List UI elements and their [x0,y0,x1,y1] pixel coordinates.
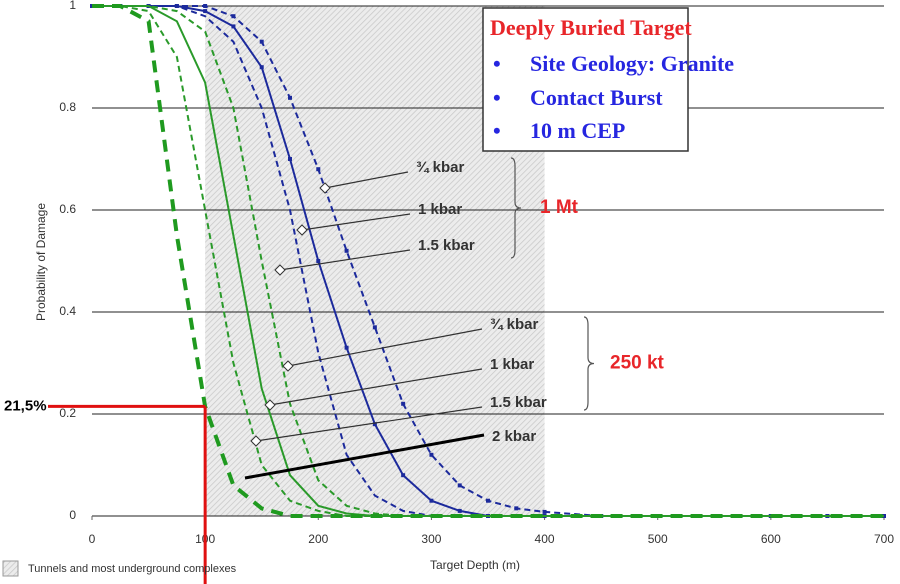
point-marker [316,167,321,172]
pointer-diamond [250,435,262,447]
info-item: Contact Burst [530,85,663,110]
x-tick-label: 0 [89,532,96,546]
point-marker [401,401,406,406]
series-label: 1.5 kbar [418,237,475,254]
group-label: 1 Mt [540,197,579,218]
pointer-diamond [319,182,331,194]
point-marker [203,4,208,8]
point-marker [231,24,236,29]
point-marker [288,95,292,100]
pointer-line [279,249,411,271]
info-bullet: • [493,51,501,76]
pointer-diamond [296,224,308,236]
series-line [92,4,884,518]
point-marker [344,248,349,253]
series-label: ¾ kbar [490,316,539,333]
info-item: 10 m CEP [530,118,625,143]
pointer-diamond [274,264,286,276]
point-marker [542,509,547,514]
y-axis-label: Probability of Damage [34,203,48,321]
reference-label: 21,5% [4,397,47,414]
x-tick-label: 300 [421,532,441,546]
point-marker [457,508,462,513]
point-marker [486,498,490,503]
info-item: Site Geology: Granite [530,51,734,76]
y-tick-label: 1 [69,0,76,12]
series-line [92,5,884,517]
y-tick-label: 0.6 [59,202,76,216]
group-brace [583,316,595,411]
point-marker [514,506,519,511]
x-tick-label: 600 [761,532,781,546]
info-bullet: • [493,85,501,110]
legend-swatch [2,560,19,577]
pointer-line [301,213,411,231]
y-tick-label: 0.4 [59,304,76,318]
point-marker [344,345,349,350]
point-marker [429,498,434,503]
point-marker [401,473,406,478]
point-marker [259,39,264,44]
x-tick-label: 500 [648,532,668,546]
group-brace [510,157,522,259]
x-tick-label: 200 [308,532,328,546]
series-label: 1.5 kbar [490,394,547,411]
x-tick-label: 400 [535,532,555,546]
pointer-line [287,328,483,367]
point-marker [457,483,462,488]
point-marker [288,157,292,161]
x-axis-label: Target Depth (m) [430,558,520,572]
pointer-diamond [282,360,294,372]
point-marker [203,9,208,14]
series-label: 1 kbar [490,356,534,373]
info-box [482,7,689,152]
series-label: ¾ kbar [416,159,465,176]
pointer-line [324,171,409,189]
pointer-diamond [264,399,276,411]
series-label: 1 kbar [418,201,462,218]
legend-label: Tunnels and most underground complexes [28,563,237,575]
series-label: 2 kbar [492,428,536,445]
y-tick-label: 0.2 [59,406,76,420]
point-marker [316,259,321,263]
point-marker [259,65,264,70]
pointer-line [255,406,483,442]
x-tick-label: 700 [874,532,894,546]
info-title: Deeply Buried Target [490,15,692,40]
point-marker [429,452,434,457]
pointer-line [244,433,485,480]
y-tick-label: 0.8 [59,100,76,114]
point-marker [372,325,377,330]
info-bullet: • [493,118,501,143]
point-marker [231,14,236,19]
y-tick-label: 0 [69,508,76,522]
point-marker [372,422,377,427]
pointer-line [269,368,483,406]
group-label: 250 kt [610,353,665,374]
